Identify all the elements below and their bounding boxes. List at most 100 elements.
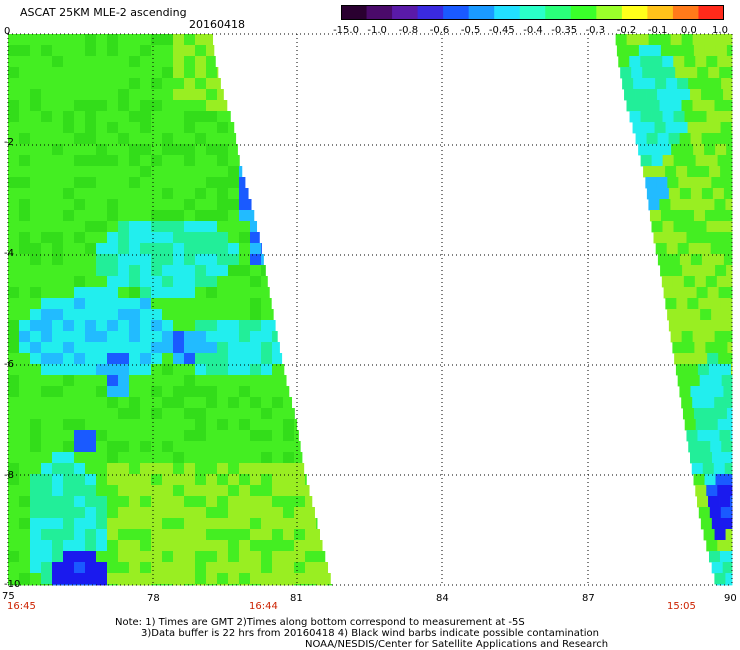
swath-cell <box>107 364 119 376</box>
swath-cell <box>129 276 141 288</box>
swath-cell <box>239 430 251 442</box>
swath-cell <box>140 188 152 200</box>
swath-cell <box>195 551 207 563</box>
swath-cell <box>107 386 119 398</box>
swath-cell <box>19 507 31 519</box>
swath-cell <box>250 243 262 255</box>
swath-cell <box>685 353 697 365</box>
swath-cell <box>261 287 270 299</box>
swath-cell <box>173 243 185 255</box>
swath-cell <box>272 375 284 387</box>
swath-cell <box>239 540 251 552</box>
colorbar-segment <box>392 5 419 20</box>
swath-cell <box>720 122 732 134</box>
swath-cell <box>173 452 185 464</box>
swath-cell <box>239 265 251 277</box>
swath-cell <box>670 100 682 112</box>
swath-cell <box>162 529 174 541</box>
colorbar-segment <box>647 5 674 20</box>
swath-cell <box>679 188 692 200</box>
swath-cell <box>41 210 53 222</box>
swath-cell <box>283 430 295 442</box>
swath-cell <box>85 188 97 200</box>
swath-cell <box>671 45 684 57</box>
swath-cell <box>654 122 666 134</box>
swath-cell <box>250 309 262 321</box>
swath-cell <box>184 78 196 90</box>
swath-cell <box>206 386 218 398</box>
swath-cell <box>261 386 273 398</box>
swath-cell <box>118 287 130 299</box>
swath-cell <box>162 177 174 189</box>
swath-cell <box>74 540 86 552</box>
swath-cell <box>239 199 251 211</box>
swath-cell <box>96 199 108 211</box>
swath-cell <box>63 221 75 233</box>
swath-cell <box>250 210 255 222</box>
swath-cell <box>706 111 718 123</box>
swath-cell <box>173 254 185 266</box>
colorbar-segment <box>545 5 572 20</box>
swath-cell <box>140 419 152 431</box>
swath-cell <box>63 342 75 354</box>
swath-cell <box>85 529 97 541</box>
swath-cell <box>41 529 53 541</box>
note-line-3: NOAA/NESDIS/Center for Satellite Applica… <box>305 639 609 650</box>
swath-cell <box>217 122 229 134</box>
swath-cell <box>85 199 97 211</box>
swath-cell <box>8 562 20 574</box>
swath-cell <box>668 188 681 200</box>
swath-cell <box>129 265 141 277</box>
swath-cell <box>140 287 152 299</box>
swath-cell <box>173 441 185 453</box>
swath-cell <box>703 397 715 409</box>
swath-cell <box>41 287 53 299</box>
swath-cell <box>173 397 185 409</box>
swath-cell <box>129 529 141 541</box>
swath-cell <box>151 551 163 563</box>
swath-cell <box>85 441 97 453</box>
swath-cell <box>162 452 174 464</box>
swath-cell <box>184 177 196 189</box>
swath-cell <box>140 199 152 211</box>
swath-cell <box>118 122 130 134</box>
swath-cell <box>712 320 725 332</box>
swath-cell <box>19 287 31 299</box>
swath-cell <box>272 331 278 343</box>
swath-cell <box>85 474 97 486</box>
colorbar-segment <box>366 5 393 20</box>
swath-cell <box>151 177 163 189</box>
swath-cell <box>162 573 174 585</box>
swath-cell <box>184 441 196 453</box>
swath-cell <box>30 430 42 442</box>
swath-cell <box>643 166 655 178</box>
swath-cell <box>162 199 174 211</box>
swath-cell <box>676 166 688 178</box>
swath-cell <box>195 56 207 68</box>
swath-cell <box>195 34 207 46</box>
swath-cell <box>184 551 196 563</box>
swath-cell <box>173 430 185 442</box>
swath-cell <box>107 408 119 420</box>
swath-cell <box>184 474 196 486</box>
swath-cell <box>8 375 20 387</box>
swath-cell <box>184 375 196 387</box>
swath-cell <box>173 122 185 134</box>
swath-cell <box>184 144 196 156</box>
swath-cell <box>664 67 676 79</box>
swath-cell <box>250 474 262 486</box>
swath-cell <box>239 551 251 563</box>
swath-cell <box>96 584 108 586</box>
swath-cell <box>217 177 229 189</box>
swath-cell <box>677 375 690 387</box>
swath-cell <box>151 518 163 530</box>
swath-cell <box>730 496 733 508</box>
swath-cell <box>30 397 42 409</box>
swath-cell <box>272 452 284 464</box>
swath-cell <box>173 67 185 79</box>
swath-cell <box>195 276 207 288</box>
swath-cell <box>107 78 119 90</box>
swath-cell <box>649 144 661 156</box>
swath-cell <box>85 573 97 585</box>
swath-cell <box>239 276 251 288</box>
